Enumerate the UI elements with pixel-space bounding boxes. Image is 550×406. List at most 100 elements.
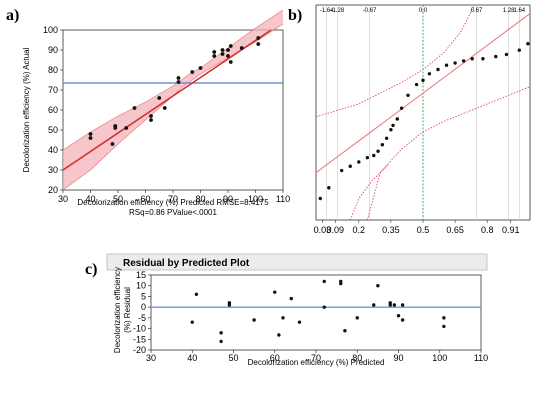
data-point: [228, 60, 233, 64]
y-tick-label: -20: [133, 345, 146, 355]
y-tick-label: 5: [141, 291, 146, 301]
x-axis-label2-a: RSq=0.86 PValue<.0001: [129, 208, 217, 217]
data-point: [190, 70, 195, 74]
x-ticks-c: 30 40 50 60 70 80 90 100 110: [146, 350, 488, 363]
residual-point: [400, 318, 405, 322]
residual-point: [219, 331, 223, 335]
y-tick-label: 80: [48, 65, 58, 75]
quantile-point: [348, 164, 352, 168]
quantile-point: [526, 42, 530, 46]
data-point: [157, 96, 162, 100]
residual-point: [289, 296, 293, 301]
quantile-point: [453, 61, 457, 65]
lines-b: [315, 4, 531, 221]
confidence-curve: [315, 4, 475, 118]
panel-label-b: b): [288, 7, 302, 24]
panel-label-a: a): [6, 7, 19, 24]
residual-point: [400, 303, 405, 307]
bottom-tick-label: 0.03: [314, 225, 332, 235]
bottom-tick-label: 0.09: [326, 225, 344, 235]
quantile-point: [481, 57, 485, 61]
data-point: [256, 36, 261, 40]
data-point: [149, 114, 153, 118]
data-point: [110, 142, 115, 146]
reference-line: [315, 13, 531, 174]
bottom-ticks-b: 0.030.09 0.2 0.35 0.5 0.65 0.8 0.91: [314, 220, 520, 235]
quantile-point: [517, 48, 521, 52]
residual-point: [442, 316, 446, 320]
data-point: [226, 54, 230, 58]
data-point: [124, 126, 129, 130]
y-axis-label-a: Decolorization efficiency (%) Actual: [22, 47, 31, 172]
residual-point: [442, 324, 446, 329]
confidence-curve: [349, 163, 390, 221]
top-tick-label: 0.67: [471, 8, 483, 14]
residual-point: [392, 303, 397, 307]
top-tick-label: 0.0: [419, 8, 428, 14]
quantile-point: [414, 82, 419, 87]
top-tick-label: -1.28: [331, 8, 345, 14]
quantile-point: [365, 155, 370, 160]
y-tick-label: 60: [48, 105, 58, 115]
residual-point: [190, 320, 194, 324]
data-point: [149, 118, 153, 122]
chart-title-bar-c: [106, 253, 488, 271]
y-tick-label: 70: [48, 85, 58, 95]
data-point: [220, 52, 225, 56]
top-tick-label: -1.64: [320, 8, 334, 14]
y-tick-label: 10: [136, 281, 146, 291]
quantile-point: [461, 59, 466, 63]
x-tick-label: 50: [228, 353, 238, 363]
quantile-point: [339, 168, 344, 173]
y-tick-label: -10: [133, 324, 146, 334]
data-point: [228, 44, 233, 48]
grid-b: [326, 5, 520, 220]
plot-area-c: [150, 274, 482, 351]
residual-point: [219, 339, 223, 344]
x-tick-label: 90: [223, 194, 233, 204]
points-a: [88, 36, 261, 146]
residual-point: [252, 318, 256, 322]
x-tick-label: 30: [58, 194, 68, 204]
x-tick-label: 100: [432, 353, 447, 363]
quantile-point: [427, 72, 432, 76]
residual-point: [343, 329, 347, 333]
quantile-point: [318, 196, 322, 201]
panel-label-c: c): [85, 261, 97, 278]
chart-b: b) -1.64-1.28 -0.67 0.0 0.67 1.28 1.64 0.030.…: [288, 4, 531, 235]
quantile-point: [504, 52, 509, 57]
x-tick-label: 60: [270, 353, 280, 363]
residual-point: [372, 303, 376, 307]
x-tick-label: 50: [113, 194, 123, 204]
x-tick-label: 60: [140, 194, 150, 204]
y-tick-label: 0: [141, 302, 146, 312]
y-tick-label: 40: [48, 145, 58, 155]
residual-point: [339, 281, 343, 286]
top-ticks-b: -1.64-1.28 -0.67 0.0 0.67 1.28 1.64: [320, 8, 526, 14]
y-axis-label-c-line2: (%) Residual: [123, 287, 132, 333]
quantile-point: [389, 128, 393, 132]
residual-point: [227, 303, 232, 307]
data-point: [176, 80, 181, 84]
residual-point: [277, 333, 281, 337]
points-b: [318, 42, 530, 201]
quantile-point: [376, 149, 380, 153]
quantile-point: [494, 54, 498, 59]
y-tick-label: 100: [43, 25, 58, 35]
data-point: [176, 76, 181, 80]
x-ticks-a: 30 40 50 60 70 80 90 100 110: [58, 190, 290, 204]
y-tick-label: 50: [48, 125, 58, 135]
data-point: [162, 106, 167, 110]
points-c: [190, 279, 446, 344]
data-point: [88, 136, 93, 140]
bottom-tick-label: 0.5: [417, 225, 430, 235]
quantile-point: [406, 93, 410, 98]
data-point: [132, 106, 137, 110]
x-axis-label-c: Decolorization efficiency (%) Predicted: [248, 358, 385, 367]
quantile-point: [384, 136, 389, 140]
x-tick-label: 110: [474, 353, 488, 363]
y-axis-label-c-line1: Decolorization efficiency: [113, 267, 122, 353]
residual-point: [355, 316, 359, 320]
data-point: [220, 48, 225, 52]
